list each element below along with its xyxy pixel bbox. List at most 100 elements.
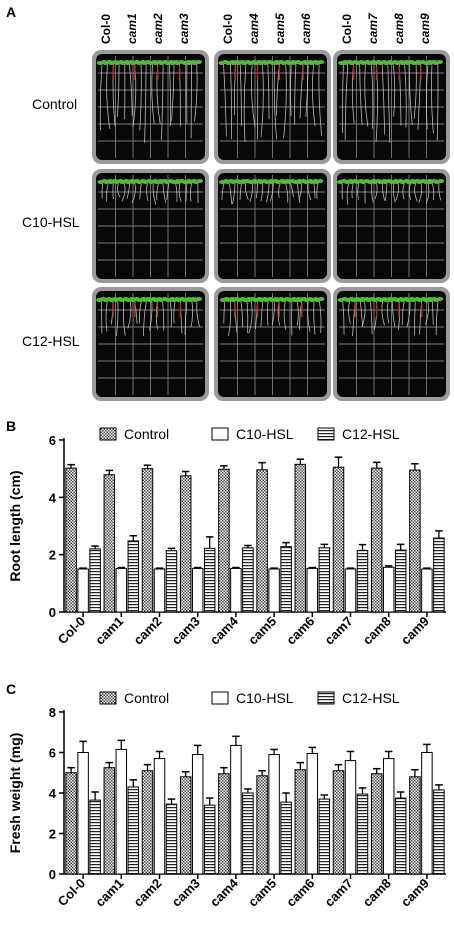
- seedling-root: [246, 300, 249, 333]
- seedling-root: [228, 300, 232, 337]
- y-tick-label: 6: [49, 433, 56, 448]
- x-tick-label: Col-0: [55, 614, 89, 648]
- bar: [370, 773, 383, 875]
- x-tick-label: cam9: [398, 876, 432, 910]
- seedling-root: [307, 300, 311, 332]
- bar: [306, 567, 319, 613]
- seedling-root: [260, 300, 264, 327]
- seedling-leaf: [317, 60, 325, 64]
- bar: [268, 568, 280, 613]
- bar: [382, 566, 395, 613]
- bar: [191, 754, 204, 875]
- bar: [256, 469, 268, 613]
- seedling-root: [248, 300, 253, 334]
- seedling-root: [267, 300, 269, 326]
- seedling-root: [384, 182, 388, 202]
- seedling-root: [117, 63, 120, 117]
- seedling-root: [146, 182, 149, 202]
- seedling-root: [115, 300, 119, 336]
- bar: [268, 754, 280, 875]
- seedling-root: [169, 300, 172, 328]
- bar: [344, 568, 357, 613]
- seedling-root: [425, 182, 430, 204]
- agar-plate: [92, 50, 209, 164]
- bar: [179, 776, 192, 875]
- x-tick-label: Col-0: [55, 876, 89, 910]
- bar: [356, 793, 369, 875]
- seedling-root: [221, 182, 225, 201]
- bar: [433, 789, 445, 875]
- bar: [89, 548, 101, 613]
- bar: [230, 744, 242, 875]
- bar: [77, 752, 89, 875]
- row-label-control: Control: [32, 96, 78, 112]
- bar: [394, 797, 407, 875]
- seedling-root: [392, 300, 396, 328]
- seedling-root: [249, 182, 254, 203]
- seedling-root: [260, 182, 264, 202]
- agar-plate: [333, 169, 450, 283]
- bar: [332, 466, 345, 613]
- bar: [344, 760, 357, 875]
- legend-entry: C10-HSL: [211, 690, 294, 706]
- agar-plate: [333, 50, 450, 164]
- seedling-root: [239, 182, 242, 200]
- seedling-root: [138, 300, 142, 324]
- panel-b-letter: B: [6, 418, 17, 434]
- seedling-root: [100, 300, 103, 334]
- root-length-chart: Control C10-HSL C12-HSL Root length (cm) 0 2 4…: [7, 426, 446, 648]
- bar: [332, 770, 345, 875]
- bar: [318, 547, 331, 613]
- row-label-c10-hsl: C10-HSL: [22, 214, 80, 230]
- seedling-root: [139, 182, 142, 200]
- plates: [92, 50, 450, 401]
- seedling-root: [313, 300, 316, 335]
- seedling-root: [266, 182, 270, 203]
- seedling-root: [162, 182, 167, 203]
- seedling-root: [370, 63, 374, 129]
- genotype-label: Col-0: [340, 14, 354, 44]
- x-tick-label: cam6: [283, 876, 317, 910]
- bar: [318, 798, 331, 875]
- seedling-root: [244, 182, 249, 200]
- bar: [65, 772, 77, 875]
- seedling-root: [223, 63, 227, 137]
- seedling-root: [251, 63, 256, 128]
- seedling-root: [228, 182, 233, 205]
- x-tick-label: cam4: [207, 875, 242, 910]
- seedling-root: [297, 182, 301, 204]
- bar: [218, 468, 230, 613]
- seedling-leaf: [436, 297, 444, 301]
- bar: [203, 547, 216, 613]
- seedling-root: [408, 182, 412, 200]
- x-tick-label: cam9: [398, 614, 432, 648]
- seedling-root: [169, 63, 171, 126]
- bar: [153, 568, 166, 613]
- seedling-root: [414, 300, 416, 336]
- seedling-root: [101, 182, 104, 199]
- seedling-root: [122, 300, 126, 336]
- bar: [242, 547, 254, 613]
- bar: [280, 546, 292, 613]
- bar: [127, 540, 140, 613]
- genotype-label: Col-0: [221, 14, 235, 44]
- seedling-leaf: [195, 60, 202, 64]
- seedling-root: [392, 63, 396, 117]
- seedling-root: [344, 63, 349, 140]
- bar: [294, 769, 307, 875]
- x-tick-label: cam3: [169, 614, 203, 648]
- seedling-root: [290, 182, 294, 198]
- x-tick-label: cam1: [92, 614, 126, 648]
- x-tick-label: cam1: [92, 876, 126, 910]
- seedling-root: [395, 182, 400, 201]
- seedling-leaf: [436, 60, 444, 64]
- seedling-root: [425, 63, 429, 130]
- legend-label: C12-HSL: [342, 690, 400, 706]
- agar-plate: [92, 169, 209, 283]
- seedling-root: [134, 300, 138, 324]
- legend-label: C10-HSL: [236, 426, 294, 442]
- seedling-root: [305, 63, 309, 117]
- seedling-root: [121, 182, 126, 202]
- seedling-root: [156, 182, 159, 201]
- seedling-root: [128, 63, 133, 116]
